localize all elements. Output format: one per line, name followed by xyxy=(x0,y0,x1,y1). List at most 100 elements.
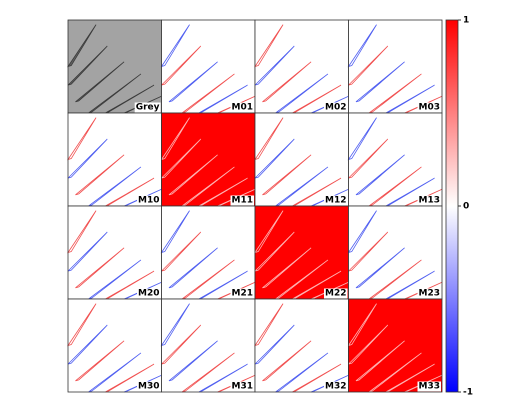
panel: M31 xyxy=(160,298,256,393)
streak xyxy=(161,45,202,86)
panel-image xyxy=(255,299,349,392)
streak xyxy=(355,154,405,196)
panel: M20 xyxy=(67,205,162,300)
streak xyxy=(385,177,435,207)
streak xyxy=(88,73,142,114)
streak xyxy=(75,247,125,289)
panel-image xyxy=(348,299,442,392)
streak xyxy=(67,324,108,365)
streak xyxy=(292,363,342,393)
streak xyxy=(181,352,235,393)
panel-image xyxy=(348,113,442,206)
panel-border xyxy=(348,298,443,393)
panel-label-bg xyxy=(417,102,441,113)
streak xyxy=(347,303,377,347)
panel: M10 xyxy=(67,112,162,207)
panel-label-bg xyxy=(324,102,348,113)
streak xyxy=(275,352,329,393)
streak xyxy=(368,352,422,393)
panel-label: M21 xyxy=(232,289,253,299)
streak xyxy=(67,138,108,179)
streak xyxy=(161,231,202,272)
panel: Grey xyxy=(67,19,162,114)
panel-label: M32 xyxy=(325,382,346,392)
streak xyxy=(262,340,312,382)
panel: M21 xyxy=(160,205,256,300)
streak xyxy=(160,303,190,347)
streak xyxy=(105,177,155,207)
panel-label: M31 xyxy=(232,382,253,392)
panel-label-bg xyxy=(137,381,161,392)
panel-label: M03 xyxy=(419,103,440,113)
streak xyxy=(385,363,435,393)
streak xyxy=(355,247,405,289)
panel-image xyxy=(161,113,255,206)
panel-image xyxy=(255,20,349,113)
panel: M32 xyxy=(254,298,349,393)
streak xyxy=(348,138,389,179)
streak xyxy=(67,231,108,272)
streak xyxy=(347,210,377,254)
panel: M13 xyxy=(347,112,443,207)
panel-label: M01 xyxy=(232,103,253,113)
panel-label: M12 xyxy=(325,196,346,206)
streak xyxy=(105,363,155,393)
streak xyxy=(254,45,295,86)
streak xyxy=(161,138,202,179)
panel: M01 xyxy=(160,19,256,114)
panel-image xyxy=(161,299,255,392)
streak xyxy=(105,84,155,114)
streak xyxy=(275,166,329,207)
panel-label: M33 xyxy=(419,382,440,392)
streak xyxy=(160,24,190,68)
streak xyxy=(168,247,218,289)
panel-image xyxy=(161,20,255,113)
streak xyxy=(75,340,125,382)
streak xyxy=(254,210,284,254)
panel: M22 xyxy=(254,205,349,300)
panel: M02 xyxy=(254,19,349,114)
streak xyxy=(67,303,97,347)
streak xyxy=(275,259,329,300)
panel-image xyxy=(161,206,255,299)
panel-label: M23 xyxy=(419,289,440,299)
panel-label: M22 xyxy=(325,289,346,299)
streak xyxy=(355,61,405,103)
panel-label-bg xyxy=(230,288,254,299)
streak xyxy=(292,84,342,114)
streak xyxy=(88,352,142,393)
streak xyxy=(292,270,342,300)
panel-label: M10 xyxy=(138,196,159,206)
colorbar xyxy=(445,19,459,393)
streak xyxy=(67,24,97,68)
streak xyxy=(75,61,125,103)
streak xyxy=(254,303,284,347)
panel-label-bg xyxy=(324,195,348,206)
streak xyxy=(254,231,295,272)
streak xyxy=(105,270,155,300)
streak xyxy=(168,61,218,103)
streak xyxy=(88,259,142,300)
colorbar-tick-label: 0 xyxy=(463,202,469,212)
panel: M23 xyxy=(347,205,443,300)
panel-image xyxy=(68,299,162,392)
streak xyxy=(168,154,218,196)
streak xyxy=(160,117,190,161)
panel-label: M11 xyxy=(232,196,253,206)
streak xyxy=(181,73,235,114)
panel-image xyxy=(68,206,162,299)
streak xyxy=(254,324,295,365)
streak xyxy=(385,270,435,300)
colorbar-tick-label: 1 xyxy=(463,16,469,26)
streak xyxy=(385,84,435,114)
panel-image xyxy=(348,206,442,299)
streak xyxy=(348,324,389,365)
panel-label-bg xyxy=(417,195,441,206)
panel-label-bg xyxy=(230,381,254,392)
streak xyxy=(347,24,377,68)
streak xyxy=(198,270,248,300)
panel-label-bg xyxy=(417,381,441,392)
panel-label-bg xyxy=(324,288,348,299)
panel-image xyxy=(348,20,442,113)
